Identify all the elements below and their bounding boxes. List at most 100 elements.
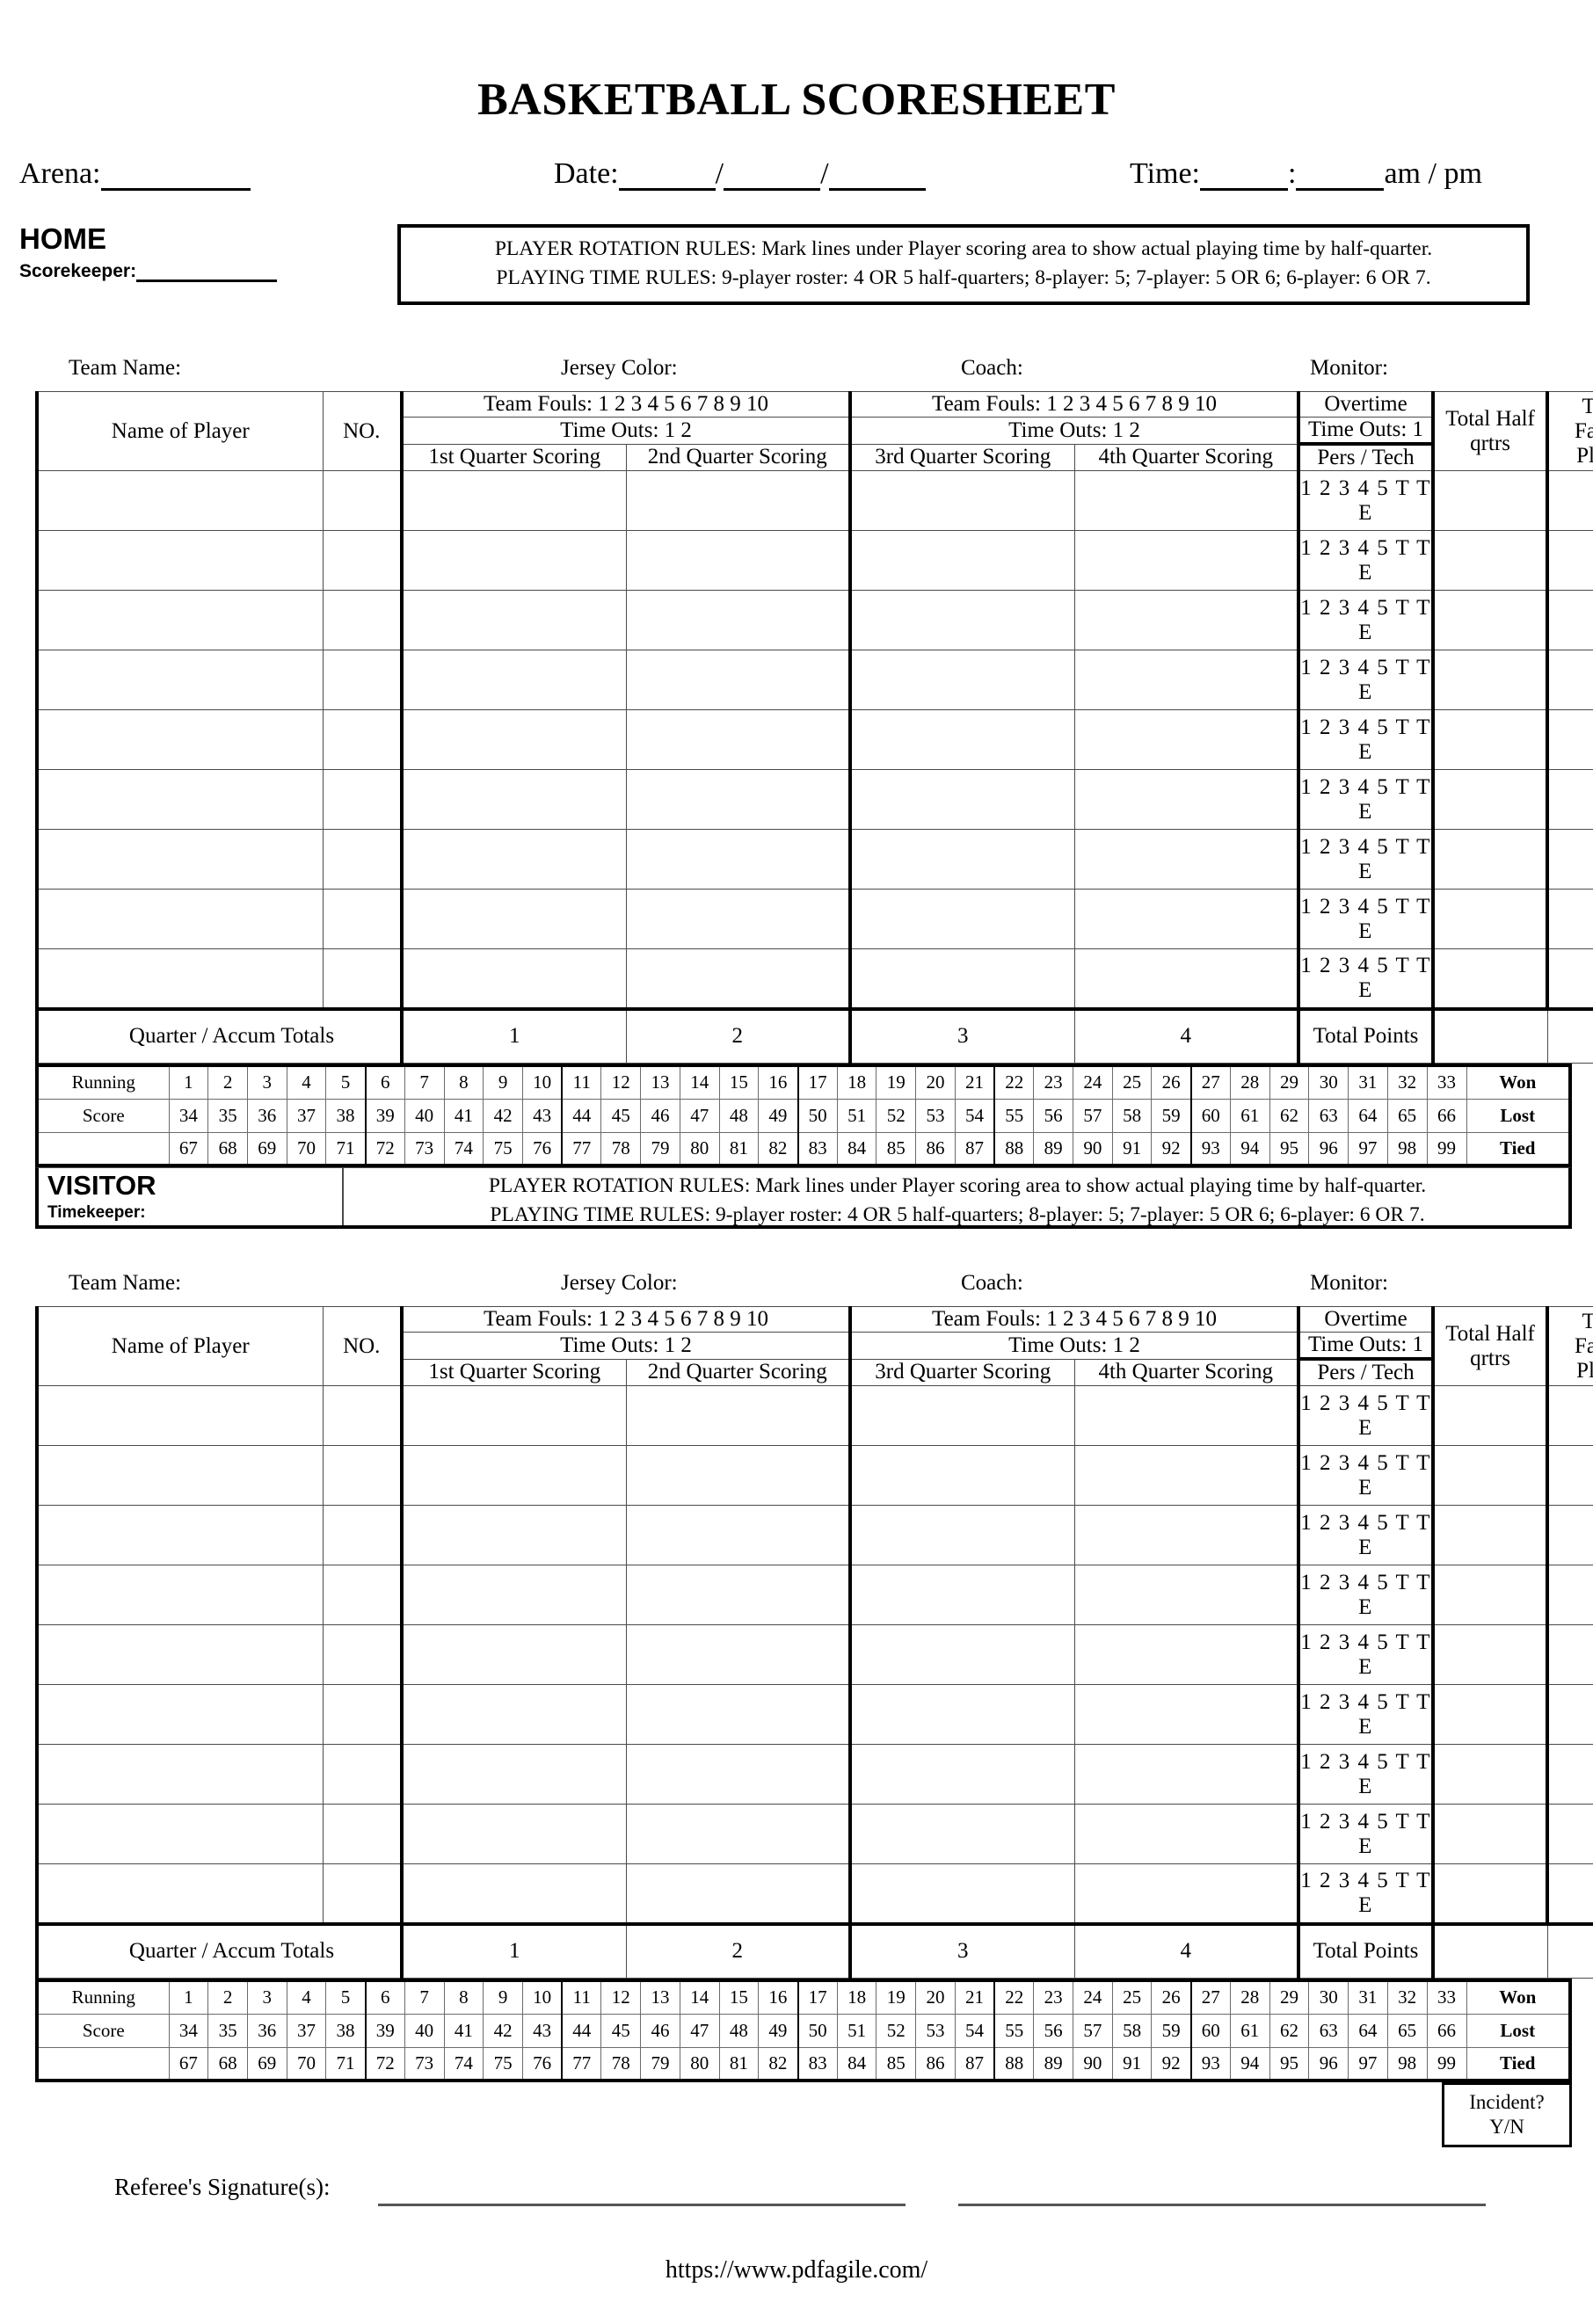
running-score-cell[interactable]: 48 [718, 1098, 760, 1133]
running-score-cell[interactable]: 38 [325, 2013, 367, 2048]
player-total-half-qrtrs-cell[interactable] [1431, 1565, 1548, 1625]
player-fouls-cell[interactable]: 1 2 3 4 5 T T E [1297, 1505, 1434, 1565]
running-score-cell[interactable]: 76 [521, 1131, 563, 1167]
running-score-cell[interactable]: 64 [1348, 2013, 1388, 2048]
player-q2-scoring-cell[interactable] [625, 1505, 851, 1565]
player-q1-scoring-cell[interactable] [400, 530, 627, 591]
running-score-cell[interactable]: 26 [1151, 1979, 1192, 2015]
running-score-cell[interactable]: 22 [993, 1064, 1035, 1100]
running-score-cell[interactable]: 11 [561, 1979, 602, 2015]
running-score-cell[interactable]: 71 [325, 1131, 367, 1167]
running-score-cell[interactable]: 28 [1229, 1064, 1270, 1100]
date-field[interactable]: Date: / / [554, 157, 926, 191]
running-score-cell[interactable]: 44 [561, 2013, 602, 2048]
totals-q2[interactable]: 2 [625, 1008, 851, 1064]
running-score-cell[interactable]: 69 [246, 1131, 287, 1167]
running-score-cell[interactable]: 68 [207, 1131, 248, 1167]
running-score-cell[interactable]: 89 [1033, 2046, 1074, 2082]
running-score-cell[interactable]: 22 [993, 1979, 1035, 2015]
player-number-cell[interactable] [322, 470, 403, 531]
running-score-cell[interactable]: 61 [1229, 1098, 1270, 1133]
running-score-cell[interactable]: 98 [1386, 1131, 1428, 1167]
running-score-cell[interactable]: 84 [836, 2046, 877, 2082]
player-name-cell[interactable] [35, 650, 324, 710]
player-number-cell[interactable] [322, 829, 403, 890]
scorekeeper-input-line[interactable] [136, 263, 278, 282]
visitor-monitor-label[interactable]: Monitor: [1310, 1271, 1388, 1295]
player-q4-scoring-cell[interactable] [1073, 530, 1299, 591]
running-score-cell[interactable]: 36 [246, 1098, 287, 1133]
header-team-fouls-visitor1[interactable]: Team Fouls: 1 2 3 4 5 6 7 8 9 10 [399, 1306, 851, 1333]
running-score-cell[interactable]: 19 [876, 1064, 917, 1100]
player-fouls-cell[interactable]: 1 2 3 4 5 T T E [1297, 470, 1434, 531]
player-name-cell[interactable] [35, 530, 324, 591]
running-score-cell[interactable]: 42 [483, 1098, 523, 1133]
player-q2-scoring-cell[interactable] [625, 590, 851, 650]
player-total-faints-cell[interactable] [1546, 470, 1593, 531]
running-score-result-won[interactable]: Won [1466, 1064, 1572, 1100]
running-score-cell[interactable]: 73 [404, 1131, 445, 1167]
player-name-cell[interactable] [35, 1505, 324, 1565]
player-q4-scoring-cell[interactable] [1073, 889, 1299, 949]
player-fouls-cell[interactable]: 1 2 3 4 5 T T E [1297, 889, 1434, 949]
running-score-cell[interactable]: 7 [404, 1064, 445, 1100]
timekeeper-label[interactable]: Timekeeper: [47, 1203, 146, 1222]
totals-blank[interactable] [1546, 1008, 1593, 1064]
player-number-cell[interactable] [322, 650, 403, 710]
running-score-cell[interactable]: 3 [246, 1979, 287, 2015]
running-score-cell[interactable]: 58 [1111, 1098, 1153, 1133]
player-fouls-cell[interactable]: 1 2 3 4 5 T T E [1297, 530, 1434, 591]
player-q2-scoring-cell[interactable] [625, 1624, 851, 1685]
running-score-cell[interactable]: 23 [1033, 1979, 1074, 2015]
running-score-cell[interactable]: 34 [168, 1098, 209, 1133]
player-fouls-cell[interactable]: 1 2 3 4 5 T T E [1297, 1565, 1434, 1625]
player-total-half-qrtrs-cell[interactable] [1431, 889, 1548, 949]
player-total-faints-cell[interactable] [1546, 829, 1593, 890]
running-score-cell[interactable]: 45 [600, 1098, 642, 1133]
running-score-cell[interactable]: 58 [1111, 2013, 1153, 2048]
player-total-faints-cell[interactable] [1546, 709, 1593, 770]
home-monitor-label[interactable]: Monitor: [1310, 356, 1388, 380]
player-total-faints-cell[interactable] [1546, 1624, 1593, 1685]
running-score-cell[interactable]: 95 [1269, 1131, 1310, 1167]
running-score-cell[interactable]: 57 [1073, 1098, 1113, 1133]
running-score-result-won[interactable]: Won [1466, 1979, 1572, 2015]
running-score-cell[interactable]: 60 [1189, 1098, 1231, 1133]
player-q2-scoring-cell[interactable] [625, 709, 851, 770]
player-q3-scoring-cell[interactable] [848, 530, 1075, 591]
totals-q1[interactable]: 1 [400, 1923, 627, 1979]
player-name-cell[interactable] [35, 1804, 324, 1864]
player-q1-scoring-cell[interactable] [400, 1505, 627, 1565]
running-score-cell[interactable]: 14 [679, 1979, 720, 2015]
date-day-input[interactable] [724, 164, 821, 191]
totals-total-points-value[interactable] [1431, 1923, 1548, 1979]
header-team-fouls-visitor2[interactable]: Team Fouls: 1 2 3 4 5 6 7 8 9 10 [848, 1306, 1299, 1333]
player-q1-scoring-cell[interactable] [400, 650, 627, 710]
player-fouls-cell[interactable]: 1 2 3 4 5 T T E [1297, 709, 1434, 770]
running-score-cell[interactable]: 46 [640, 1098, 680, 1133]
running-score-cell[interactable]: 88 [993, 1131, 1035, 1167]
running-score-cell[interactable]: 70 [286, 2046, 327, 2082]
player-total-faints-cell[interactable] [1546, 889, 1593, 949]
player-q2-scoring-cell[interactable] [625, 1744, 851, 1805]
home-team-name-label[interactable]: Team Name: [69, 356, 182, 380]
running-score-cell[interactable]: 85 [876, 1131, 917, 1167]
player-number-cell[interactable] [322, 1744, 403, 1805]
player-q4-scoring-cell[interactable] [1073, 1863, 1299, 1924]
player-total-half-qrtrs-cell[interactable] [1431, 948, 1548, 1009]
running-score-cell[interactable]: 33 [1426, 1064, 1467, 1100]
running-score-cell[interactable]: 32 [1386, 1979, 1428, 2015]
running-score-cell[interactable]: 71 [325, 2046, 367, 2082]
player-number-cell[interactable] [322, 1863, 403, 1924]
running-score-cell[interactable]: 85 [876, 2046, 917, 2082]
running-score-cell[interactable]: 25 [1111, 1979, 1153, 2015]
running-score-cell[interactable]: 16 [758, 1064, 798, 1100]
running-score-cell[interactable]: 79 [640, 1131, 680, 1167]
home-coach-label[interactable]: Coach: [961, 356, 1023, 380]
running-score-cell[interactable]: 98 [1386, 2046, 1428, 2082]
player-total-faints-cell[interactable] [1546, 1804, 1593, 1864]
running-score-cell[interactable]: 82 [758, 2046, 798, 2082]
header-time-outs-visitor2[interactable]: Time Outs: 1 2 [848, 1332, 1299, 1360]
player-name-cell[interactable] [35, 470, 324, 531]
player-name-cell[interactable] [35, 590, 324, 650]
